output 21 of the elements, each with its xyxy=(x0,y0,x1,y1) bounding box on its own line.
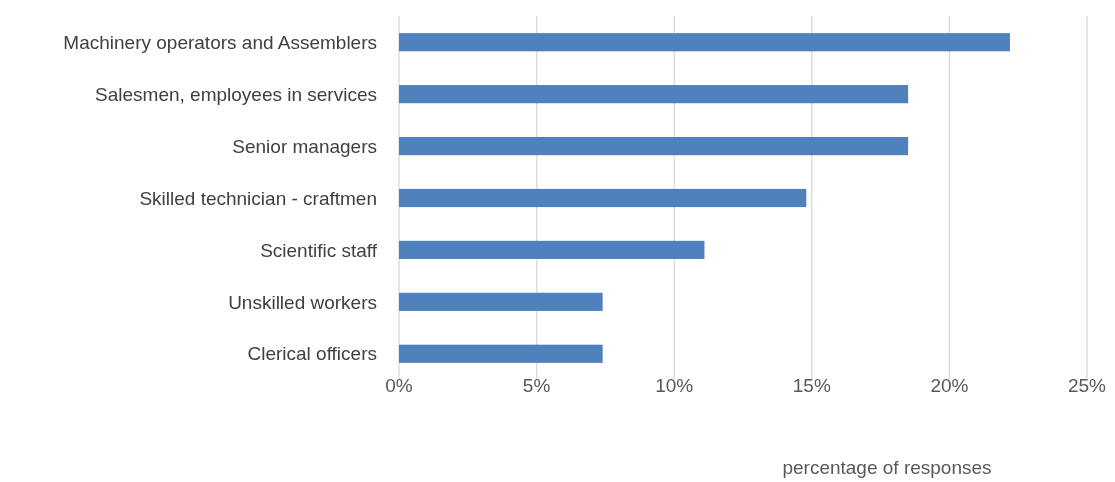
y-tick-label: Machinery operators and Assemblers xyxy=(63,31,377,53)
y-tick-label: Scientific staff xyxy=(260,239,378,261)
x-tick-label: 0% xyxy=(385,375,413,396)
bar xyxy=(399,33,1010,52)
y-tick-label: Skilled technician - craftmen xyxy=(139,187,377,209)
y-tick-label: Unskilled workers xyxy=(228,291,377,313)
bar xyxy=(399,85,909,104)
x-tick-label: 25% xyxy=(1067,375,1107,396)
bar xyxy=(399,292,603,311)
y-tick-label: Senior managers xyxy=(232,135,377,157)
x-tick-label: 20% xyxy=(930,375,969,396)
y-tick-label: Clerical officers xyxy=(247,343,377,365)
bar xyxy=(399,136,909,156)
x-tick-label: 15% xyxy=(792,375,831,396)
x-axis-title: percentage of responses xyxy=(782,457,992,478)
x-tick-label: 5% xyxy=(522,375,551,396)
bar xyxy=(399,188,807,208)
x-tick-label: 10% xyxy=(655,375,694,396)
y-tick-label: Salesmen, employees in services xyxy=(95,83,377,105)
bar xyxy=(399,344,603,363)
bar xyxy=(399,240,705,260)
